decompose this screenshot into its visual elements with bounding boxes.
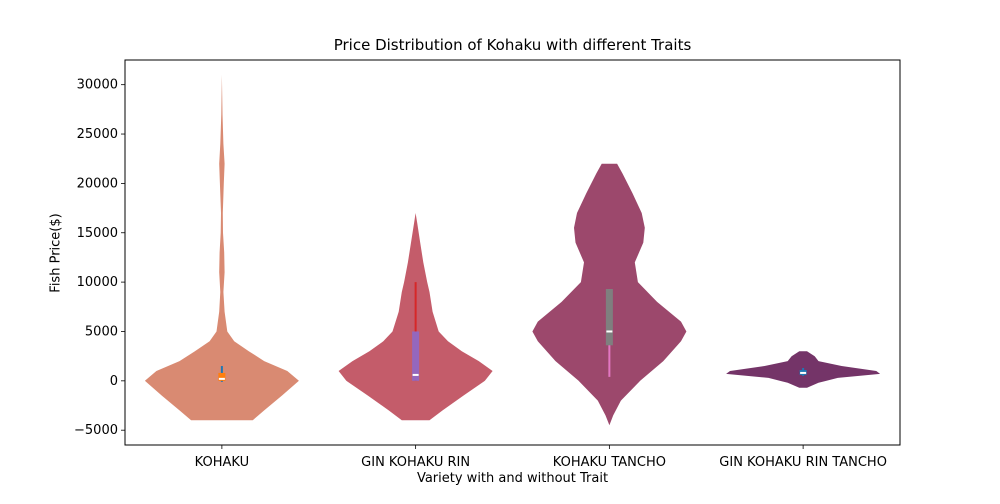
x-tick-label: GIN KOHAKU RIN TANCHO [719,455,887,470]
y-tick-label: 0 [110,374,118,389]
x-axis-label: Variety with and without Trait [416,471,609,486]
y-tick-label: 20000 [77,176,118,191]
x-tick-label: KOHAKU TANCHO [553,455,666,470]
y-tick-label: 15000 [77,226,118,241]
y-tick-label: 25000 [77,127,118,142]
violin-box [218,372,226,381]
y-tick-label: 30000 [77,78,118,93]
y-tick-label: −5000 [74,423,118,438]
plot-frame [124,59,901,446]
x-tick-label: KOHAKU [195,455,249,470]
violin-body [144,74,299,421]
violin-box [412,331,420,381]
y-tick-label: 10000 [77,275,118,290]
y-tick-label: 5000 [85,324,118,339]
y-axis-label: Fish Price($) [48,213,64,293]
chart-title: Price Distribution of Kohaku with differ… [333,36,692,54]
violin-box [605,289,613,346]
x-tick-label: GIN KOHAKU RIN [361,455,470,470]
